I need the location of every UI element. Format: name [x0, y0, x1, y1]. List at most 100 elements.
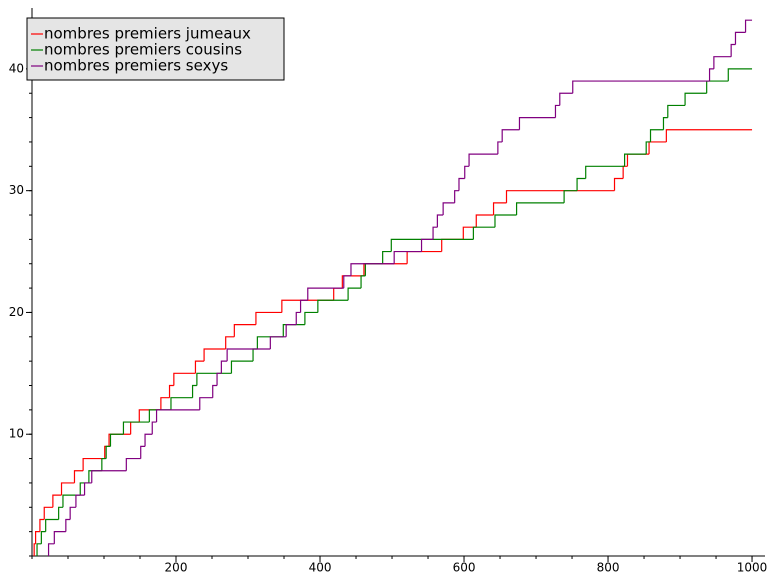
step-segment — [138, 409, 161, 423]
legend-label: nombres premiers jumeaux — [44, 25, 251, 43]
step-segment — [148, 409, 171, 423]
step-segment — [341, 275, 364, 289]
step-segment — [475, 214, 494, 228]
step-segment — [73, 470, 84, 483]
step-segment — [109, 433, 124, 447]
step-segment — [233, 324, 256, 337]
step-segment — [559, 92, 573, 106]
step-segment — [347, 287, 362, 301]
step-segment — [585, 165, 625, 179]
step-segment — [442, 202, 455, 216]
step-segment — [734, 31, 746, 45]
step-segment — [645, 141, 651, 155]
step-segment — [101, 457, 107, 471]
legend-label: nombres premiers sexys — [44, 57, 228, 75]
step-segment — [684, 92, 707, 106]
step-segment — [364, 263, 383, 276]
step-segment — [492, 202, 507, 216]
step-segment — [108, 433, 131, 447]
step-segment — [45, 518, 59, 532]
step-segment — [140, 445, 146, 459]
step-segment — [333, 287, 343, 301]
step-segment — [83, 482, 92, 496]
step-segment — [82, 457, 105, 471]
step-segment — [307, 287, 344, 301]
step-segment — [203, 348, 226, 362]
step-segment — [563, 190, 578, 203]
step-segment — [160, 397, 170, 410]
y-tick-label: 40 — [9, 61, 24, 75]
step-segment — [53, 531, 66, 544]
step-segment — [226, 348, 271, 362]
step-segment — [299, 299, 308, 313]
step-segment — [40, 531, 46, 544]
step-segment — [350, 263, 395, 276]
step-segment — [420, 238, 434, 252]
step-segment — [75, 494, 85, 508]
step-segment — [648, 141, 667, 155]
step-segment — [47, 543, 55, 556]
step-segment — [662, 117, 668, 130]
step-segment — [35, 531, 40, 544]
step-segment — [58, 506, 63, 520]
step-segment — [33, 543, 36, 556]
step-segment — [626, 153, 650, 167]
step-segment — [464, 165, 470, 179]
y-tick-label: 30 — [9, 183, 24, 197]
x-tick-label: 200 — [165, 561, 188, 575]
step-segment — [212, 384, 218, 398]
step-segment — [282, 324, 305, 337]
step-segment — [60, 482, 75, 496]
step-segment — [225, 336, 235, 349]
step-segment — [194, 360, 205, 374]
step-segment — [317, 299, 349, 313]
step-segment — [393, 250, 422, 264]
step-segment — [295, 311, 301, 325]
step-segment — [494, 214, 517, 228]
step-segment — [155, 409, 200, 423]
x-tick-label: 400 — [309, 561, 332, 575]
step-segment — [343, 275, 351, 289]
step-segment — [65, 518, 71, 532]
step-segment — [468, 153, 498, 167]
step-segment — [382, 250, 392, 264]
step-segment — [88, 470, 102, 483]
step-segment — [104, 445, 110, 459]
step-segment — [43, 506, 53, 520]
step-segment — [505, 190, 615, 203]
step-segment — [360, 275, 366, 289]
step-segment — [122, 421, 150, 435]
legend-label: nombres premiers cousins — [44, 41, 242, 59]
step-segment — [168, 384, 174, 398]
step-segment — [130, 421, 140, 435]
step-segment — [458, 177, 465, 191]
step-segment — [554, 104, 560, 118]
step-segment — [36, 543, 42, 556]
step-segment — [281, 299, 334, 313]
step-segment — [706, 80, 729, 94]
step-segment — [472, 226, 495, 240]
step-segment — [199, 397, 213, 410]
step-segment — [518, 117, 556, 130]
step-segment — [170, 397, 193, 410]
step-segment — [363, 263, 408, 276]
step-segment — [39, 518, 45, 532]
step-segment — [252, 348, 258, 362]
step-segment — [613, 177, 624, 191]
step-segment — [441, 238, 464, 252]
step-segment — [515, 202, 565, 216]
step-segment — [454, 190, 459, 203]
step-segment — [623, 153, 647, 167]
step-segment — [151, 421, 157, 435]
y-tick-label: 20 — [9, 305, 24, 319]
step-segment — [708, 68, 714, 82]
x-tick-label: 1000 — [737, 561, 768, 575]
step-segment — [501, 129, 520, 142]
step-segment — [572, 80, 710, 94]
step-segment — [62, 494, 81, 508]
step-segment — [144, 433, 153, 447]
step-segment — [230, 360, 254, 374]
step-segment — [269, 336, 287, 349]
